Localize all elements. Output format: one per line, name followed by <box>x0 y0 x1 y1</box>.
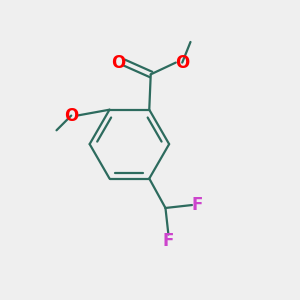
Text: O: O <box>64 106 78 124</box>
Text: O: O <box>111 54 125 72</box>
Text: F: F <box>163 232 174 250</box>
Text: O: O <box>175 54 189 72</box>
Text: F: F <box>192 196 203 214</box>
